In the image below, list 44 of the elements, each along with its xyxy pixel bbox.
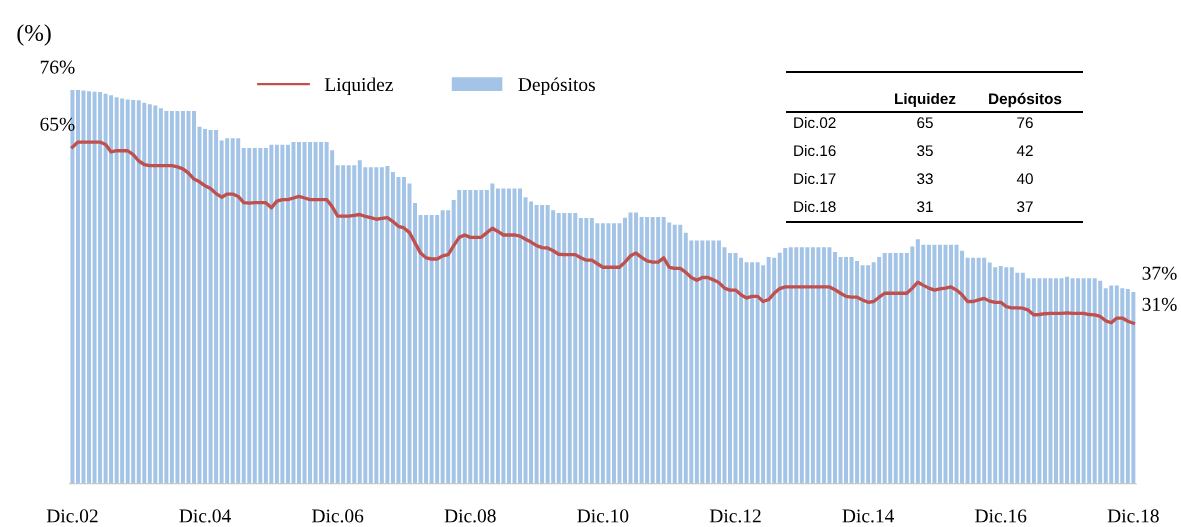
x-tick-label: Dic.14	[842, 509, 895, 523]
bar	[192, 110, 196, 484]
bar	[506, 188, 511, 484]
x-tick-label: Dic.18	[1107, 509, 1159, 523]
annotation: 65	[917, 117, 933, 129]
bar	[949, 244, 953, 484]
annotation: 37	[1017, 201, 1033, 213]
annotation: 31	[917, 201, 933, 213]
annotation: 35	[917, 145, 933, 157]
bar	[297, 142, 301, 484]
legend-label: Liquidez	[324, 77, 393, 96]
x-tick-label: Dic.04	[179, 509, 231, 523]
legend-label: Depósitos	[518, 77, 595, 96]
bar	[518, 188, 523, 484]
x-tick-label: Dic.16	[975, 509, 1027, 523]
x-tick-label: Dic.12	[709, 509, 761, 523]
annotation: Depósitos	[989, 92, 1062, 108]
annotation: 37%	[1142, 266, 1177, 280]
bar	[87, 91, 92, 484]
annotation: 76	[1017, 117, 1033, 129]
annotation: Dic.18	[794, 200, 836, 213]
bar	[832, 251, 837, 484]
annotation: 33	[917, 173, 933, 185]
bar	[75, 90, 80, 484]
bar	[413, 203, 418, 484]
annotation: Dic.17	[794, 172, 836, 185]
annotation: Dic.02	[794, 116, 836, 129]
annotation: 65%	[40, 117, 75, 131]
bar	[401, 177, 406, 484]
annotation: 42	[1016, 145, 1033, 156]
annotation: 31%	[1142, 297, 1177, 311]
bar	[623, 217, 627, 484]
y-axis-title: (%)	[17, 24, 51, 46]
x-tick-label: Dic.06	[312, 509, 364, 523]
annotation: 40	[1016, 173, 1033, 185]
bar	[728, 253, 732, 484]
x-tick-label: Dic.08	[444, 509, 496, 523]
x-tick-label: Dic.02	[46, 509, 98, 523]
x-tick-label: Dic.10	[577, 509, 629, 523]
annotation: 76%	[40, 60, 75, 74]
bar	[1054, 278, 1058, 484]
annotation: Liquidez	[895, 92, 956, 108]
bar	[844, 257, 849, 484]
annotation: Dic.16	[794, 144, 836, 157]
